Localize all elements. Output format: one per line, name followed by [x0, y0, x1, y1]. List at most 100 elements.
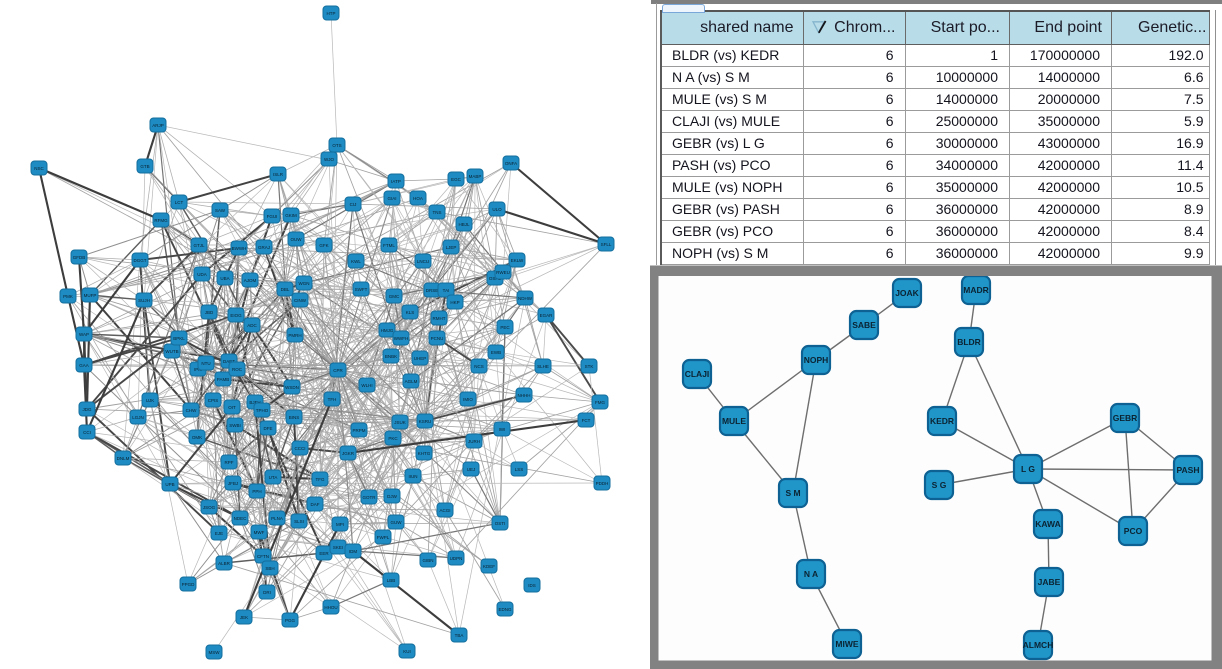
svg-text:ADC: ADC [247, 323, 257, 328]
svg-text:ALBR: ALBR [218, 561, 231, 566]
svg-text:IIUN: IIUN [409, 474, 418, 479]
svg-text:BLDR: BLDR [957, 337, 981, 347]
svg-text:OUW: OUW [291, 237, 303, 242]
svg-text:RPF: RPF [225, 460, 234, 465]
svg-text:PCNU: PCNU [431, 336, 444, 341]
svg-text:ISLR: ISLR [273, 172, 284, 177]
svg-text:LJEP: LJEP [446, 245, 457, 250]
svg-text:MWF: MWF [254, 530, 265, 535]
svg-text:DJW: DJW [387, 494, 397, 499]
svg-text:IDS: IDS [528, 583, 536, 588]
svg-text:FTML: FTML [383, 243, 395, 248]
svg-text:PMRH: PMRH [288, 333, 301, 338]
svg-text:SFLL: SFLL [601, 242, 612, 247]
svg-text:JSOG: JSOG [203, 505, 216, 510]
svg-text:PCO: PCO [1124, 526, 1143, 536]
svg-text:BPKL: BPKL [173, 336, 185, 341]
svg-text:FGUI: FGUI [267, 214, 278, 219]
svg-text:MIWE: MIWE [835, 639, 858, 649]
svg-text:S M: S M [785, 488, 800, 498]
svg-text:UDPN: UDPN [450, 556, 463, 561]
svg-text:MABP: MABP [469, 174, 482, 179]
svg-text:NDHW: NDHW [518, 296, 533, 301]
svg-text:EJE: EJE [215, 531, 223, 536]
svg-text:CFTN: CFTN [257, 554, 269, 559]
svg-text:IPM: IPM [194, 367, 202, 372]
svg-text:PDDH: PDDH [596, 481, 609, 486]
svg-text:PGG: PGG [285, 618, 296, 623]
svg-text:KEDR: KEDR [930, 416, 954, 426]
svg-text:SWFT: SWFT [355, 287, 368, 292]
svg-text:UDA: UDA [197, 272, 207, 277]
svg-text:FCT: FCT [582, 418, 591, 423]
svg-text:BINS: BINS [289, 415, 300, 420]
svg-text:JDG: JDG [83, 407, 92, 412]
svg-text:FMG: FMG [595, 400, 605, 405]
svg-text:BWWH: BWWH [232, 246, 247, 251]
svg-text:L G: L G [1021, 464, 1035, 474]
svg-text:UTA: UTA [269, 475, 278, 480]
svg-text:PRPM: PRPM [352, 428, 365, 433]
svg-text:JGKR: JGKR [342, 451, 355, 456]
svg-text:CHW: CHW [186, 408, 197, 413]
svg-text:PEC: PEC [500, 325, 510, 330]
svg-text:ARJP: ARJP [152, 123, 164, 128]
svg-text:CCCI: CCCI [295, 446, 306, 451]
svg-text:GIAI: GIAI [387, 196, 396, 201]
svg-text:JURH: JURH [468, 439, 480, 444]
svg-text:TFH: TFH [328, 397, 337, 402]
svg-text:BJFH: BJFH [249, 400, 260, 405]
svg-text:TAI: TAI [443, 288, 450, 293]
svg-text:UJK: UJK [146, 398, 155, 403]
svg-text:EGC: EGC [451, 177, 462, 182]
svg-text:EDNG: EDNG [498, 607, 512, 612]
svg-text:SAW: SAW [215, 208, 226, 213]
svg-text:TFG: TFG [316, 477, 325, 482]
svg-text:DFE: DFE [264, 426, 273, 431]
svg-text:CINW: CINW [294, 298, 307, 303]
svg-text:ROC: ROC [232, 367, 243, 372]
svg-text:KSRU: KSRU [419, 419, 432, 424]
svg-text:UHEP: UHEP [414, 356, 427, 361]
svg-text:SLSI: SLSI [294, 519, 304, 524]
svg-text:GRAJ: GRAJ [258, 245, 270, 250]
svg-text:MADR: MADR [963, 285, 989, 295]
svg-text:NHHH: NHHH [518, 393, 531, 398]
svg-text:RWEU: RWEU [496, 270, 510, 275]
svg-text:TNS: TNS [433, 210, 442, 215]
svg-text:DRSB: DRSB [426, 288, 439, 293]
svg-text:IWI: IWI [499, 427, 506, 432]
svg-text:PAMB: PAMB [217, 377, 229, 382]
svg-text:UBA: UBA [220, 276, 229, 281]
svg-text:WAP: WAP [79, 332, 89, 337]
svg-text:PLNA: PLNA [271, 516, 283, 521]
svg-text:GTJL: GTJL [193, 243, 204, 248]
svg-text:SLHE: SLHE [537, 364, 549, 369]
svg-text:GFDB: GFDB [73, 255, 86, 260]
svg-text:OSFB: OSFB [489, 276, 501, 281]
svg-text:IATP: IATP [391, 179, 401, 184]
svg-text:GOTR: GOTR [363, 495, 377, 500]
svg-text:JBD: JBD [205, 310, 214, 315]
svg-text:STK: STK [585, 364, 594, 369]
svg-text:S G: S G [932, 480, 947, 490]
svg-text:WUTB: WUTB [165, 349, 178, 354]
svg-text:CIJ: CIJ [350, 202, 357, 207]
svg-text:ONFA: ONFA [505, 161, 517, 166]
svg-text:CPIS: CPIS [208, 398, 219, 403]
svg-text:DNLM: DNLM [117, 456, 130, 461]
svg-text:GAA: GAA [79, 363, 89, 368]
svg-text:N A: N A [804, 569, 818, 579]
svg-text:WLHI: WLHI [361, 383, 372, 388]
svg-text:KLS: KLS [406, 310, 415, 315]
svg-text:GMC: GMC [389, 294, 400, 299]
svg-text:BNBK: BNBK [385, 354, 397, 359]
svg-text:GTB: GTB [140, 164, 149, 169]
svg-text:EKLW: EKLW [511, 258, 524, 263]
svg-text:SUJH: SUJH [138, 298, 150, 303]
svg-text:EWB: EWB [491, 350, 501, 355]
svg-text:IMIO: IMIO [463, 397, 473, 402]
svg-text:UEJ: UEJ [467, 467, 476, 472]
svg-text:PASH: PASH [1177, 465, 1200, 475]
svg-text:SWBI: SWBI [229, 423, 241, 428]
